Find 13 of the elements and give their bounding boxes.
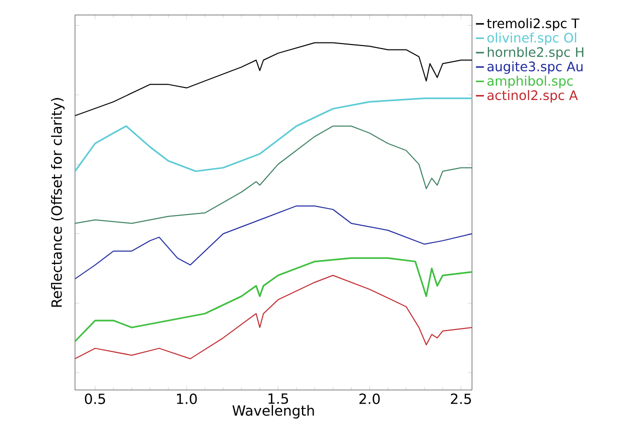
x-tick-label: 1.0 bbox=[177, 394, 197, 404]
x-tick-label: 2.0 bbox=[359, 394, 380, 404]
x-tick-label: 2.5 bbox=[450, 394, 471, 404]
x-tick-label: 1.5 bbox=[268, 394, 288, 404]
legend-label: augite3.spc Au bbox=[487, 61, 582, 74]
legend-label: hornble2.spc H bbox=[488, 46, 584, 60]
y-axis-title: Reflectance (Offset for clarity) bbox=[51, 98, 65, 307]
legend-label: amphibol.spc bbox=[487, 76, 573, 88]
x-axis-title: Wavelength bbox=[232, 404, 314, 419]
legend-label: actinol2.spc A bbox=[487, 90, 578, 103]
x-tick-label: 0.5 bbox=[84, 394, 106, 404]
legend-label: olivinef.spc Ol bbox=[487, 32, 576, 46]
legend-label: tremoli2.spc T bbox=[487, 18, 580, 31]
